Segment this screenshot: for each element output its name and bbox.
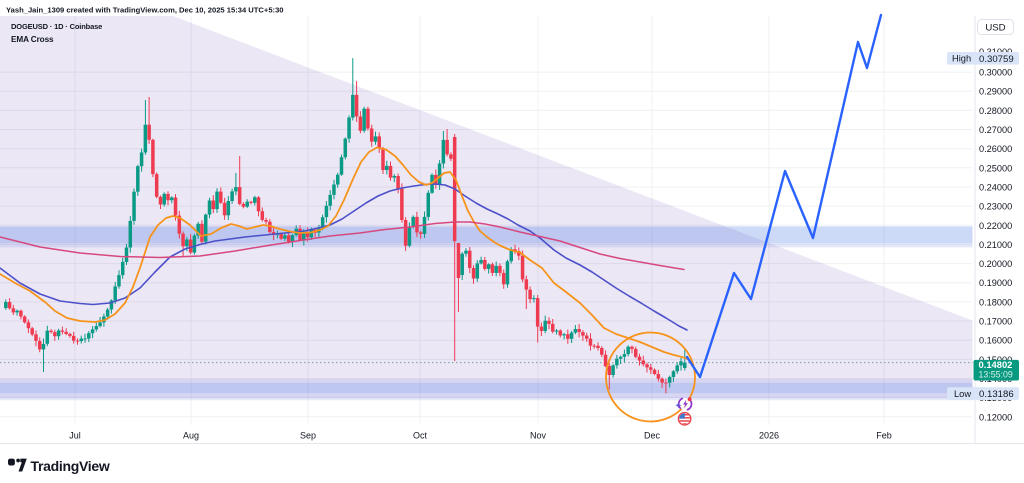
svg-text:0.15000: 0.15000 xyxy=(979,355,1012,365)
svg-text:DOGEUSD · 1D · Coinbase: DOGEUSD · 1D · Coinbase xyxy=(11,22,102,31)
svg-text:0.30759: 0.30759 xyxy=(979,54,1014,65)
svg-text:0.26000: 0.26000 xyxy=(979,144,1012,154)
svg-text:Low: Low xyxy=(954,389,971,399)
svg-text:0.20000: 0.20000 xyxy=(979,259,1012,269)
svg-text:0.19000: 0.19000 xyxy=(979,278,1012,288)
svg-text:0.22000: 0.22000 xyxy=(979,221,1012,231)
svg-text:USD: USD xyxy=(985,23,1005,34)
svg-text:13:55:09: 13:55:09 xyxy=(979,370,1013,380)
svg-text:0.23000: 0.23000 xyxy=(979,202,1012,212)
svg-text:0.21000: 0.21000 xyxy=(979,240,1012,250)
svg-text:0.25000: 0.25000 xyxy=(979,163,1012,173)
svg-text:Sep: Sep xyxy=(300,431,316,441)
svg-text:0.14802: 0.14802 xyxy=(979,359,1013,370)
svg-text:Aug: Aug xyxy=(183,431,199,441)
svg-text:0.29000: 0.29000 xyxy=(979,87,1012,97)
svg-text:0.12000: 0.12000 xyxy=(979,412,1012,422)
svg-text:Feb: Feb xyxy=(876,431,892,441)
svg-text:2026: 2026 xyxy=(759,431,779,441)
svg-text:Dec: Dec xyxy=(644,431,661,441)
svg-text:0.17000: 0.17000 xyxy=(979,317,1012,327)
svg-text:0.24000: 0.24000 xyxy=(979,183,1012,193)
svg-text:0.18000: 0.18000 xyxy=(979,297,1012,307)
svg-text:TradingView: TradingView xyxy=(31,458,110,474)
svg-text:0.13186: 0.13186 xyxy=(979,389,1014,400)
svg-text:0.16000: 0.16000 xyxy=(979,336,1012,346)
svg-text:0.30000: 0.30000 xyxy=(979,68,1012,78)
svg-text:0.28000: 0.28000 xyxy=(979,106,1012,116)
svg-text:Oct: Oct xyxy=(413,431,428,441)
svg-text:Jul: Jul xyxy=(69,431,81,441)
svg-text:High: High xyxy=(952,54,971,64)
svg-text:Nov: Nov xyxy=(530,431,547,441)
svg-text:0.31000: 0.31000 xyxy=(979,47,1012,57)
svg-text:0.27000: 0.27000 xyxy=(979,125,1012,135)
svg-text:Yash_Jain_1309 created with Tr: Yash_Jain_1309 created with TradingView.… xyxy=(6,6,284,15)
svg-text:EMA Cross: EMA Cross xyxy=(11,35,54,44)
